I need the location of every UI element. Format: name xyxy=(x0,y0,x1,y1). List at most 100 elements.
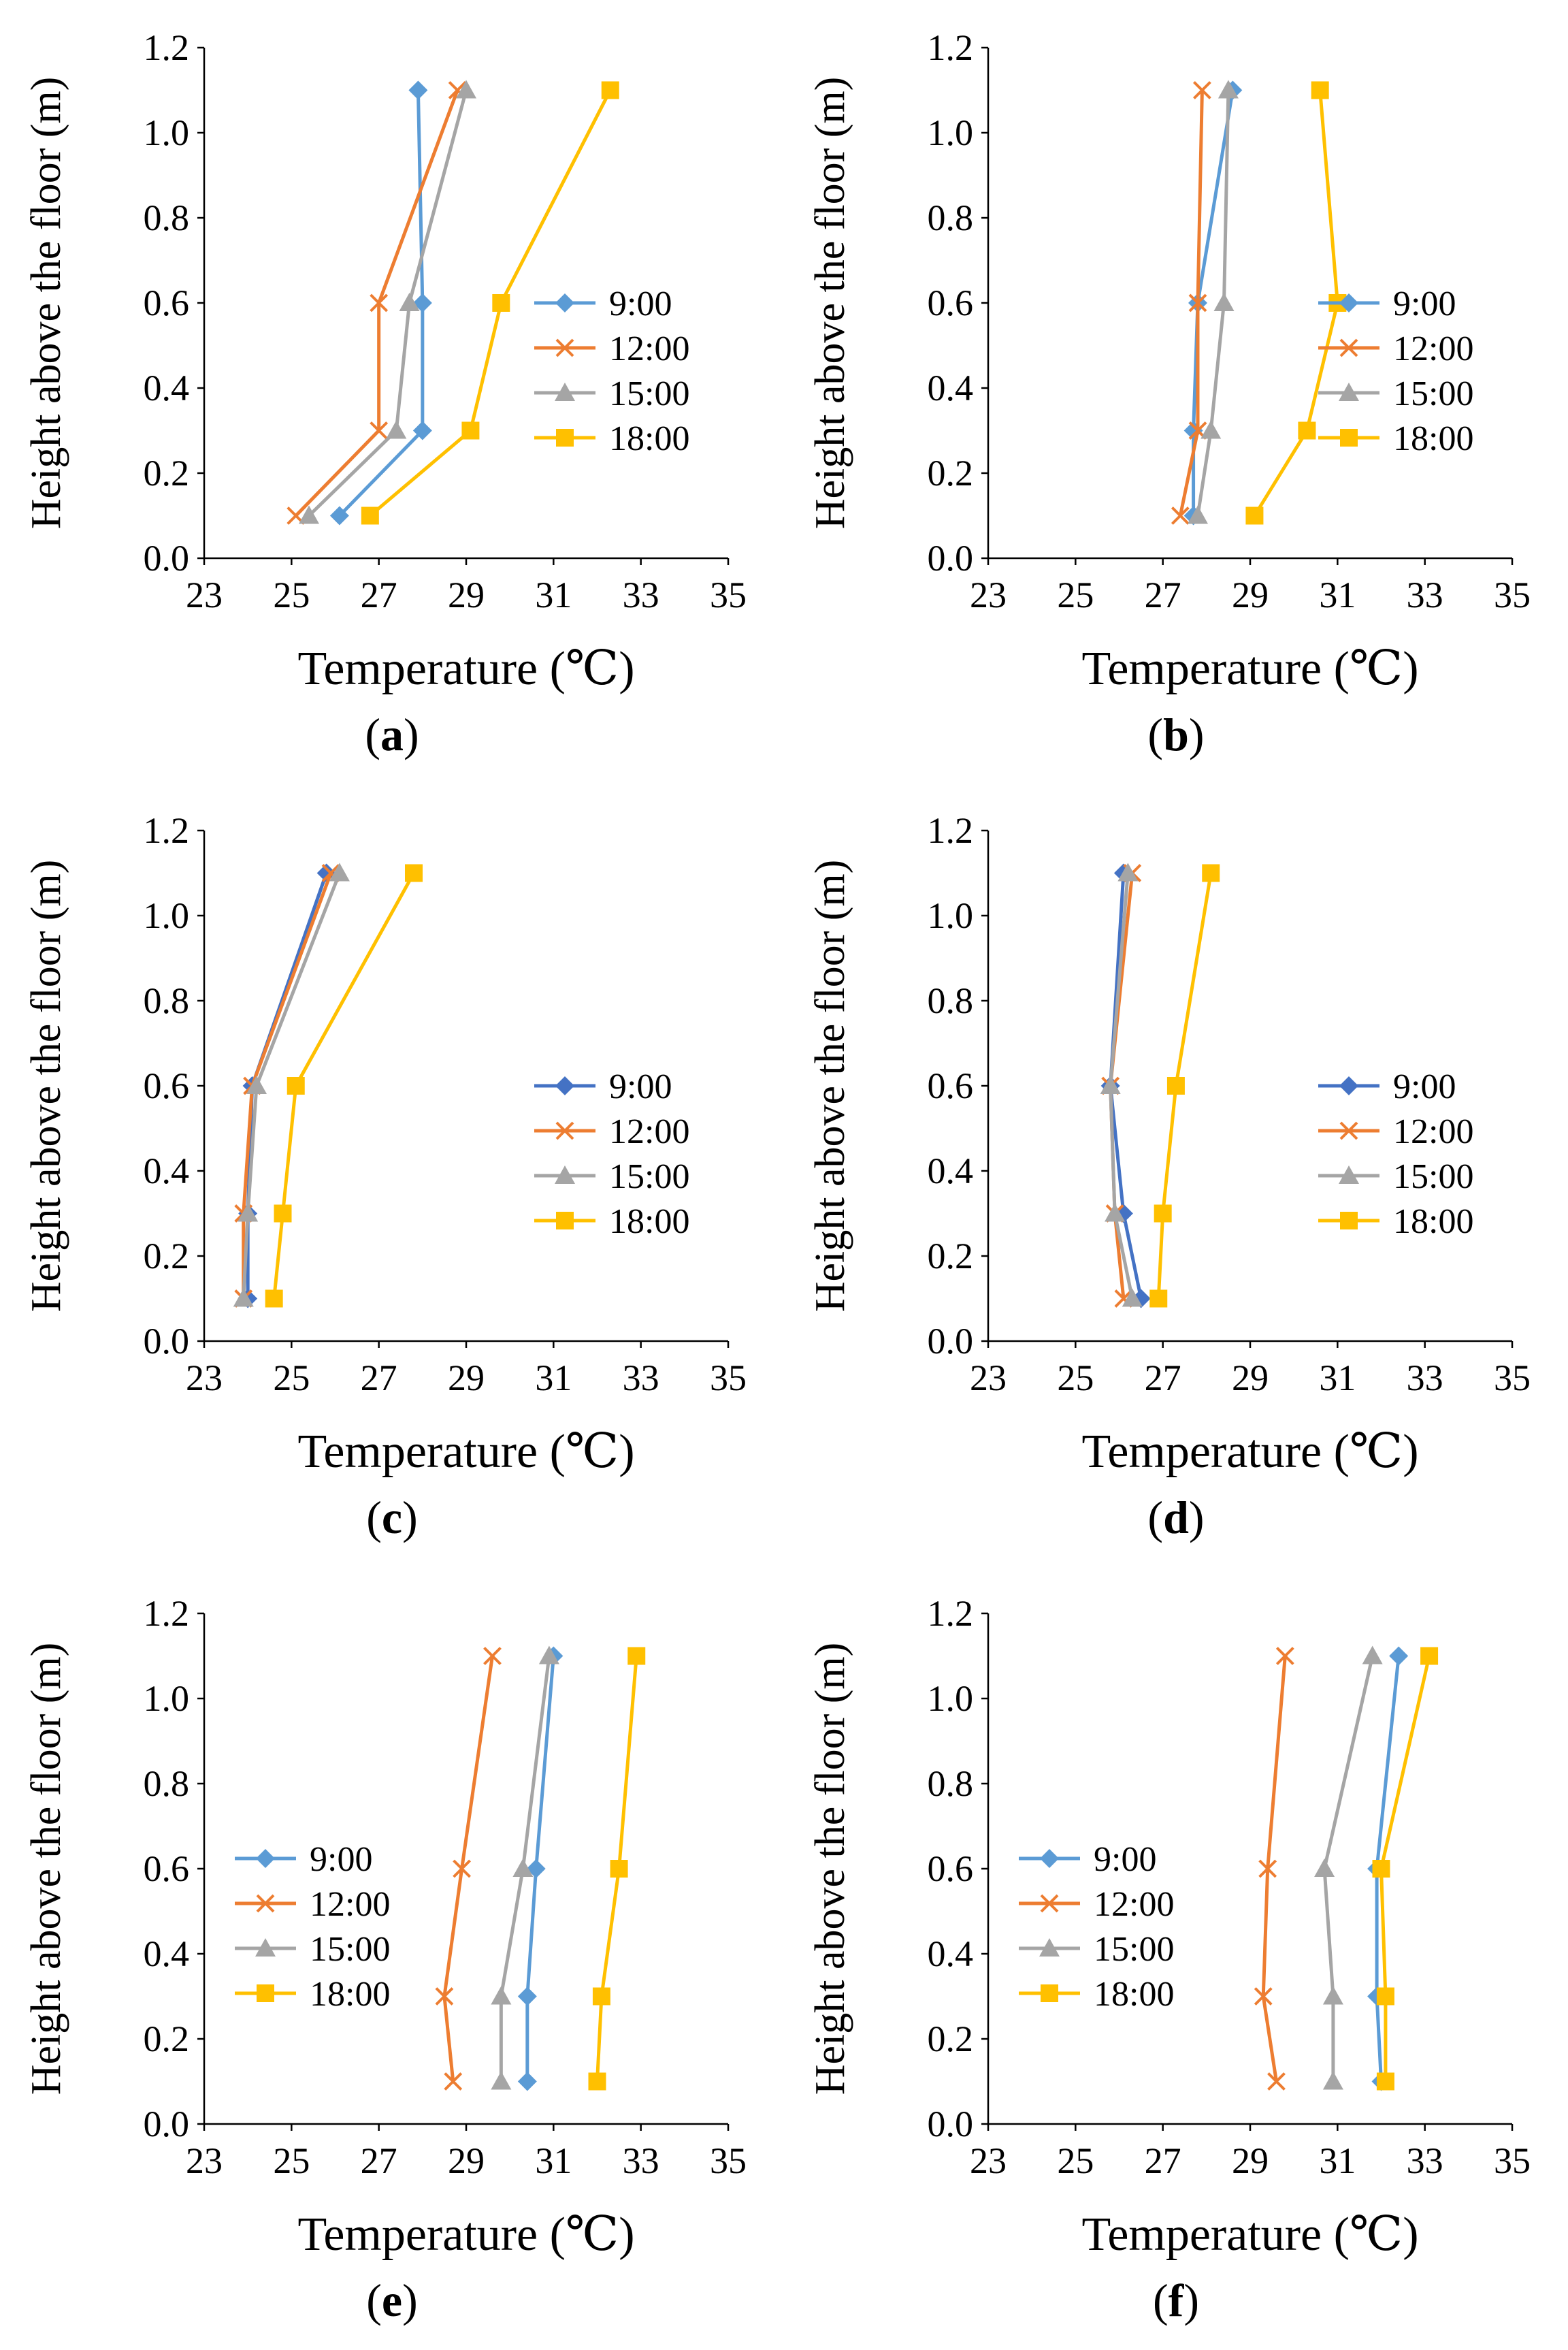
legend-label-c-18-00: 18:00 xyxy=(609,1202,689,1241)
data-point-f-18-00-0 xyxy=(1376,2072,1394,2091)
y-tick-label-b-0-0: 0.0 xyxy=(928,538,974,579)
series-line-c-18-00 xyxy=(272,872,416,1299)
data-point-e-15-00-1 xyxy=(491,1986,512,2005)
y-tick-label-a-0-6: 0.6 xyxy=(144,283,190,323)
series-line-e-9-00 xyxy=(525,1656,555,2082)
legend-label-d-12-00: 12:00 xyxy=(1393,1112,1473,1151)
data-point-d-18-00-2 xyxy=(1166,1077,1185,1095)
x-tick-label-b-25: 25 xyxy=(1057,575,1094,615)
legend-label-f-15-00: 15:00 xyxy=(1094,1930,1174,1969)
data-point-e-12-00-2 xyxy=(453,1859,471,1878)
data-point-c-15-00-1 xyxy=(238,1203,259,1222)
series-a-15-00 xyxy=(299,80,476,524)
data-point-e-18-00-3 xyxy=(627,1647,646,1665)
legend-e: 9:00 12:00 15:00 18:00 xyxy=(235,1840,390,2014)
panel-e: 23 25 27 29 31 33 35 0.0 0.2 0.4 0.6 0.8 1.0 1.2 Tempe… xyxy=(0,1566,784,2349)
data-point-f-18-00-1 xyxy=(1376,1987,1394,2006)
legend-marker-d-18-00 xyxy=(1340,1212,1358,1229)
legend-marker-c-15-00 xyxy=(555,1165,575,1184)
legend-marker-c-18-00 xyxy=(556,1212,574,1229)
data-point-c-15-00-0 xyxy=(233,1288,254,1307)
y-tick-label-e-1-0: 1.0 xyxy=(144,1678,190,1719)
series-line-a-18-00 xyxy=(369,89,612,517)
data-point-f-15-00-0 xyxy=(1322,2071,1343,2090)
data-point-f-18-00-3 xyxy=(1420,1647,1439,1665)
series-b-18-00 xyxy=(1245,81,1347,525)
legend-label-c-15-00: 15:00 xyxy=(609,1157,689,1196)
legend-label-d-9-00: 9:00 xyxy=(1393,1067,1456,1106)
legend-marker-f-15-00 xyxy=(1039,1938,1060,1957)
data-point-a-12-00-2 xyxy=(370,293,389,312)
data-point-a-18-00-0 xyxy=(361,506,379,525)
legend-a: 9:00 12:00 15:00 18:00 xyxy=(534,285,689,458)
series-b-15-00 xyxy=(1188,80,1239,524)
caption-e: (e) xyxy=(366,2274,418,2326)
y-tick-label-d-0-4: 0.4 xyxy=(928,1150,974,1191)
x-tick-label-a-31: 31 xyxy=(535,575,572,615)
caption-c: (c) xyxy=(366,1492,418,1543)
legend-label-a-18-00: 18:00 xyxy=(609,419,689,458)
data-point-f-18-00-2 xyxy=(1372,1860,1390,1878)
series-f-12-00 xyxy=(1254,1647,1294,2091)
series-line-d-15-00 xyxy=(1109,873,1134,1300)
legend-label-e-15-00: 15:00 xyxy=(310,1930,390,1969)
y-tick-label-b-0-4: 0.4 xyxy=(928,368,974,408)
chart-e: 23 25 27 29 31 33 35 0.0 0.2 0.4 0.6 0.8 1.0 1.2 Tempe… xyxy=(23,1593,747,2261)
data-point-a-18-00-2 xyxy=(492,294,510,312)
y-axis-label-d: Height above the floor (m) xyxy=(807,860,853,1313)
legend-label-f-18-00: 18:00 xyxy=(1094,1975,1174,2014)
series-line-b-12-00 xyxy=(1178,90,1204,517)
data-point-f-9-00-3 xyxy=(1389,1646,1409,1666)
data-point-b-15-00-2 xyxy=(1213,293,1235,311)
data-point-e-12-00-1 xyxy=(435,1987,454,2006)
data-point-a-9-00-0 xyxy=(329,506,349,526)
data-point-b-12-00-0 xyxy=(1171,506,1190,525)
legend-marker-b-9-00 xyxy=(1339,293,1358,312)
legend-marker-e-9-00 xyxy=(256,1849,275,1868)
x-axis-label-b: Temperature (℃) xyxy=(1081,643,1418,695)
data-point-a-18-00-1 xyxy=(461,421,480,440)
series-c-18-00 xyxy=(265,864,423,1308)
y-tick-label-c-0-0: 0.0 xyxy=(144,1321,190,1362)
data-point-b-18-00-1 xyxy=(1298,421,1316,440)
series-d-15-00 xyxy=(1100,863,1143,1307)
data-point-e-18-00-1 xyxy=(592,1987,610,2006)
x-axis-label-d: Temperature (℃) xyxy=(1081,1426,1418,1478)
y-tick-label-e-0-4: 0.4 xyxy=(144,1933,190,1974)
series-line-f-18-00 xyxy=(1379,1655,1431,2082)
x-tick-label-c-35: 35 xyxy=(710,1357,747,1398)
x-tick-label-e-29: 29 xyxy=(448,2140,485,2181)
legend-d: 9:00 12:00 15:00 18:00 xyxy=(1318,1067,1473,1241)
x-tick-label-b-31: 31 xyxy=(1319,575,1356,615)
data-point-d-15-00-3 xyxy=(1117,863,1139,882)
series-e-12-00 xyxy=(435,1647,502,2091)
series-line-c-9-00 xyxy=(246,872,329,1299)
panel-a: 23 25 27 29 31 33 35 0.0 0.2 0.4 0.6 0.8 1.0 1.2 Tempe… xyxy=(0,0,784,783)
x-tick-label-f-25: 25 xyxy=(1057,2140,1094,2181)
y-tick-label-a-0-2: 0.2 xyxy=(144,453,190,494)
x-tick-label-c-33: 33 xyxy=(623,1357,659,1398)
legend-marker-a-18-00 xyxy=(556,429,574,447)
x-tick-label-b-27: 27 xyxy=(1145,575,1181,615)
x-tick-label-a-27: 27 xyxy=(361,575,397,615)
x-tick-label-d-27: 27 xyxy=(1145,1357,1181,1398)
series-a-18-00 xyxy=(361,81,619,525)
x-tick-label-d-29: 29 xyxy=(1232,1357,1269,1398)
data-point-a-9-00-2 xyxy=(412,293,432,312)
legend-f: 9:00 12:00 15:00 18:00 xyxy=(1019,1840,1174,2014)
legend-marker-b-18-00 xyxy=(1340,429,1358,447)
y-tick-label-b-1-2: 1.2 xyxy=(928,27,974,68)
y-tick-label-e-0-8: 0.8 xyxy=(144,1763,190,1804)
legend-label-e-12-00: 12:00 xyxy=(310,1885,390,1924)
data-point-e-18-00-0 xyxy=(588,2072,606,2091)
x-tick-label-a-23: 23 xyxy=(186,575,223,615)
x-tick-label-d-25: 25 xyxy=(1057,1357,1094,1398)
x-tick-label-f-33: 33 xyxy=(1407,2140,1443,2181)
series-line-f-12-00 xyxy=(1261,1656,1287,2082)
x-tick-label-a-29: 29 xyxy=(448,575,485,615)
y-axis-label-e: Height above the floor (m) xyxy=(23,1643,69,2095)
legend-marker-b-15-00 xyxy=(1339,383,1359,401)
series-line-b-18-00 xyxy=(1253,90,1339,517)
legend-label-b-12-00: 12:00 xyxy=(1393,329,1473,368)
legend-marker-d-12-00 xyxy=(1339,1121,1358,1140)
